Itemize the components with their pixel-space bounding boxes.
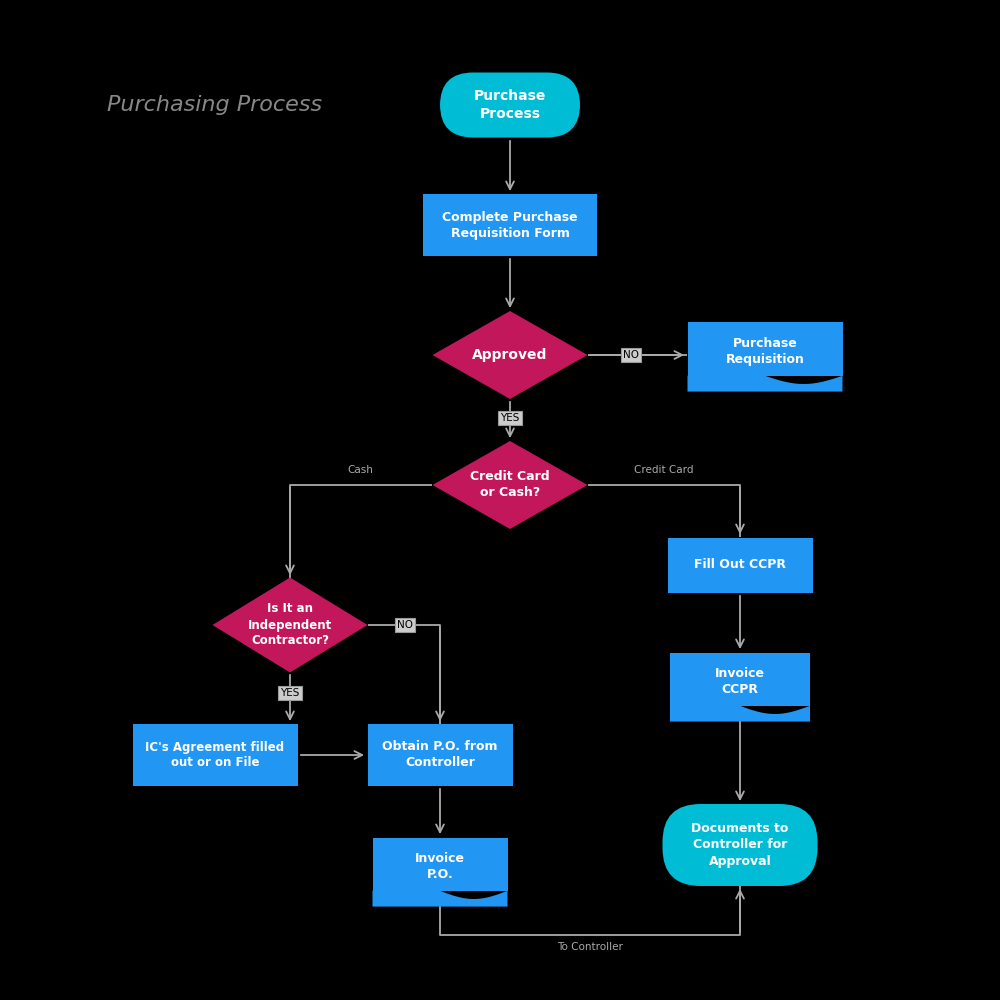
Text: NO: NO bbox=[397, 620, 413, 630]
Polygon shape bbox=[212, 578, 368, 672]
Polygon shape bbox=[688, 368, 842, 392]
Text: IC's Agreement filled
out or on File: IC's Agreement filled out or on File bbox=[145, 740, 285, 770]
Text: Complete Purchase
Requisition Form: Complete Purchase Requisition Form bbox=[442, 211, 578, 239]
FancyBboxPatch shape bbox=[670, 652, 810, 706]
Polygon shape bbox=[372, 883, 508, 907]
Text: Invoice
CCPR: Invoice CCPR bbox=[715, 667, 765, 696]
Text: Approved: Approved bbox=[472, 348, 548, 362]
Text: NO: NO bbox=[623, 350, 639, 360]
Text: Fill Out CCPR: Fill Out CCPR bbox=[694, 558, 786, 572]
FancyBboxPatch shape bbox=[668, 538, 812, 592]
FancyBboxPatch shape bbox=[372, 838, 508, 891]
Text: Documents to
Controller for
Approval: Documents to Controller for Approval bbox=[691, 822, 789, 867]
Text: Purchase
Requisition: Purchase Requisition bbox=[726, 337, 804, 366]
FancyBboxPatch shape bbox=[440, 73, 580, 137]
FancyBboxPatch shape bbox=[422, 194, 597, 256]
Text: Invoice
P.O.: Invoice P.O. bbox=[415, 852, 465, 881]
Text: Credit Card: Credit Card bbox=[634, 465, 694, 475]
Text: Purchasing Process: Purchasing Process bbox=[107, 95, 323, 115]
Text: Is It an
Independent
Contractor?: Is It an Independent Contractor? bbox=[248, 602, 332, 648]
Text: Purchase
Process: Purchase Process bbox=[474, 89, 546, 121]
FancyBboxPatch shape bbox=[688, 322, 842, 376]
Text: Cash: Cash bbox=[347, 465, 373, 475]
FancyBboxPatch shape bbox=[368, 724, 512, 786]
FancyBboxPatch shape bbox=[662, 804, 818, 886]
Text: Obtain P.O. from
Controller: Obtain P.O. from Controller bbox=[382, 740, 498, 770]
Polygon shape bbox=[432, 441, 588, 529]
FancyBboxPatch shape bbox=[132, 724, 298, 786]
Text: YES: YES bbox=[500, 413, 520, 423]
Polygon shape bbox=[670, 698, 810, 722]
Text: To Controller: To Controller bbox=[557, 942, 623, 952]
Polygon shape bbox=[432, 311, 588, 399]
Text: YES: YES bbox=[280, 688, 300, 698]
Text: Credit Card
or Cash?: Credit Card or Cash? bbox=[470, 471, 550, 499]
